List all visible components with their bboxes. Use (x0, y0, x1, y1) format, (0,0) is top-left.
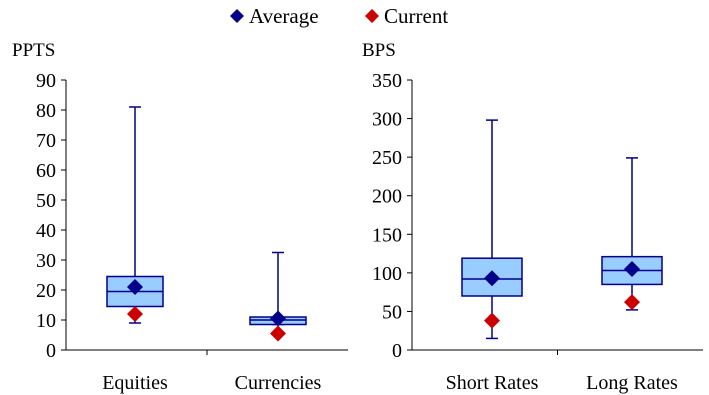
average-marker (127, 279, 143, 295)
y-tick-label: 50 (382, 301, 402, 323)
y-tick-label: 50 (36, 190, 56, 212)
category-label: Equities (102, 372, 168, 394)
current-marker (127, 306, 143, 322)
y-tick-label: 20 (36, 280, 56, 302)
chart-panel-ppts: PPTS 0 10 20 30 40 50 60 70 80 90 Equities Currencie… (12, 40, 348, 394)
chart-panel-bps: BPS 0 50 100 150 200 250 300 350 Short Rates Long … (362, 40, 703, 394)
category-label: Short Rates (446, 372, 539, 394)
box-currencies (249, 251, 307, 342)
y-tick-label: 150 (372, 224, 402, 246)
y-tick-label: 80 (36, 100, 56, 122)
y-tick-label: 70 (36, 130, 56, 152)
current-marker (270, 325, 286, 342)
legend-marker-average-icon (230, 9, 244, 23)
y-tick-label: 0 (392, 340, 402, 362)
box-equities (106, 106, 164, 324)
y-tick-label: 40 (36, 220, 56, 242)
legend-label-average: Average (249, 4, 319, 28)
y-tick-label: 350 (372, 70, 402, 92)
box-long-rates (601, 157, 663, 311)
box-short-rates (461, 119, 523, 340)
average-marker (624, 261, 640, 277)
y-tick-label: 200 (372, 186, 402, 208)
average-marker (270, 310, 286, 327)
y-tick-label: 90 (36, 70, 56, 92)
y-tick-label: 100 (372, 263, 402, 285)
y-tick-label: 30 (36, 250, 56, 272)
average-marker (484, 270, 500, 287)
y-tick-label: 60 (36, 160, 56, 182)
y-tick-label: 300 (372, 109, 402, 131)
category-label: Long Rates (586, 372, 678, 394)
y-tick-label: 10 (36, 310, 56, 332)
y-tick-label: 250 (372, 147, 402, 169)
category-label: Currencies (235, 372, 322, 394)
legend: Average Current (230, 4, 448, 28)
unit-label: PPTS (12, 40, 55, 61)
current-marker (624, 294, 640, 311)
current-marker (484, 312, 500, 329)
unit-label: BPS (362, 40, 396, 61)
y-tick-label: 0 (46, 340, 56, 362)
legend-label-current: Current (384, 4, 448, 28)
legend-marker-current-icon (365, 9, 379, 23)
